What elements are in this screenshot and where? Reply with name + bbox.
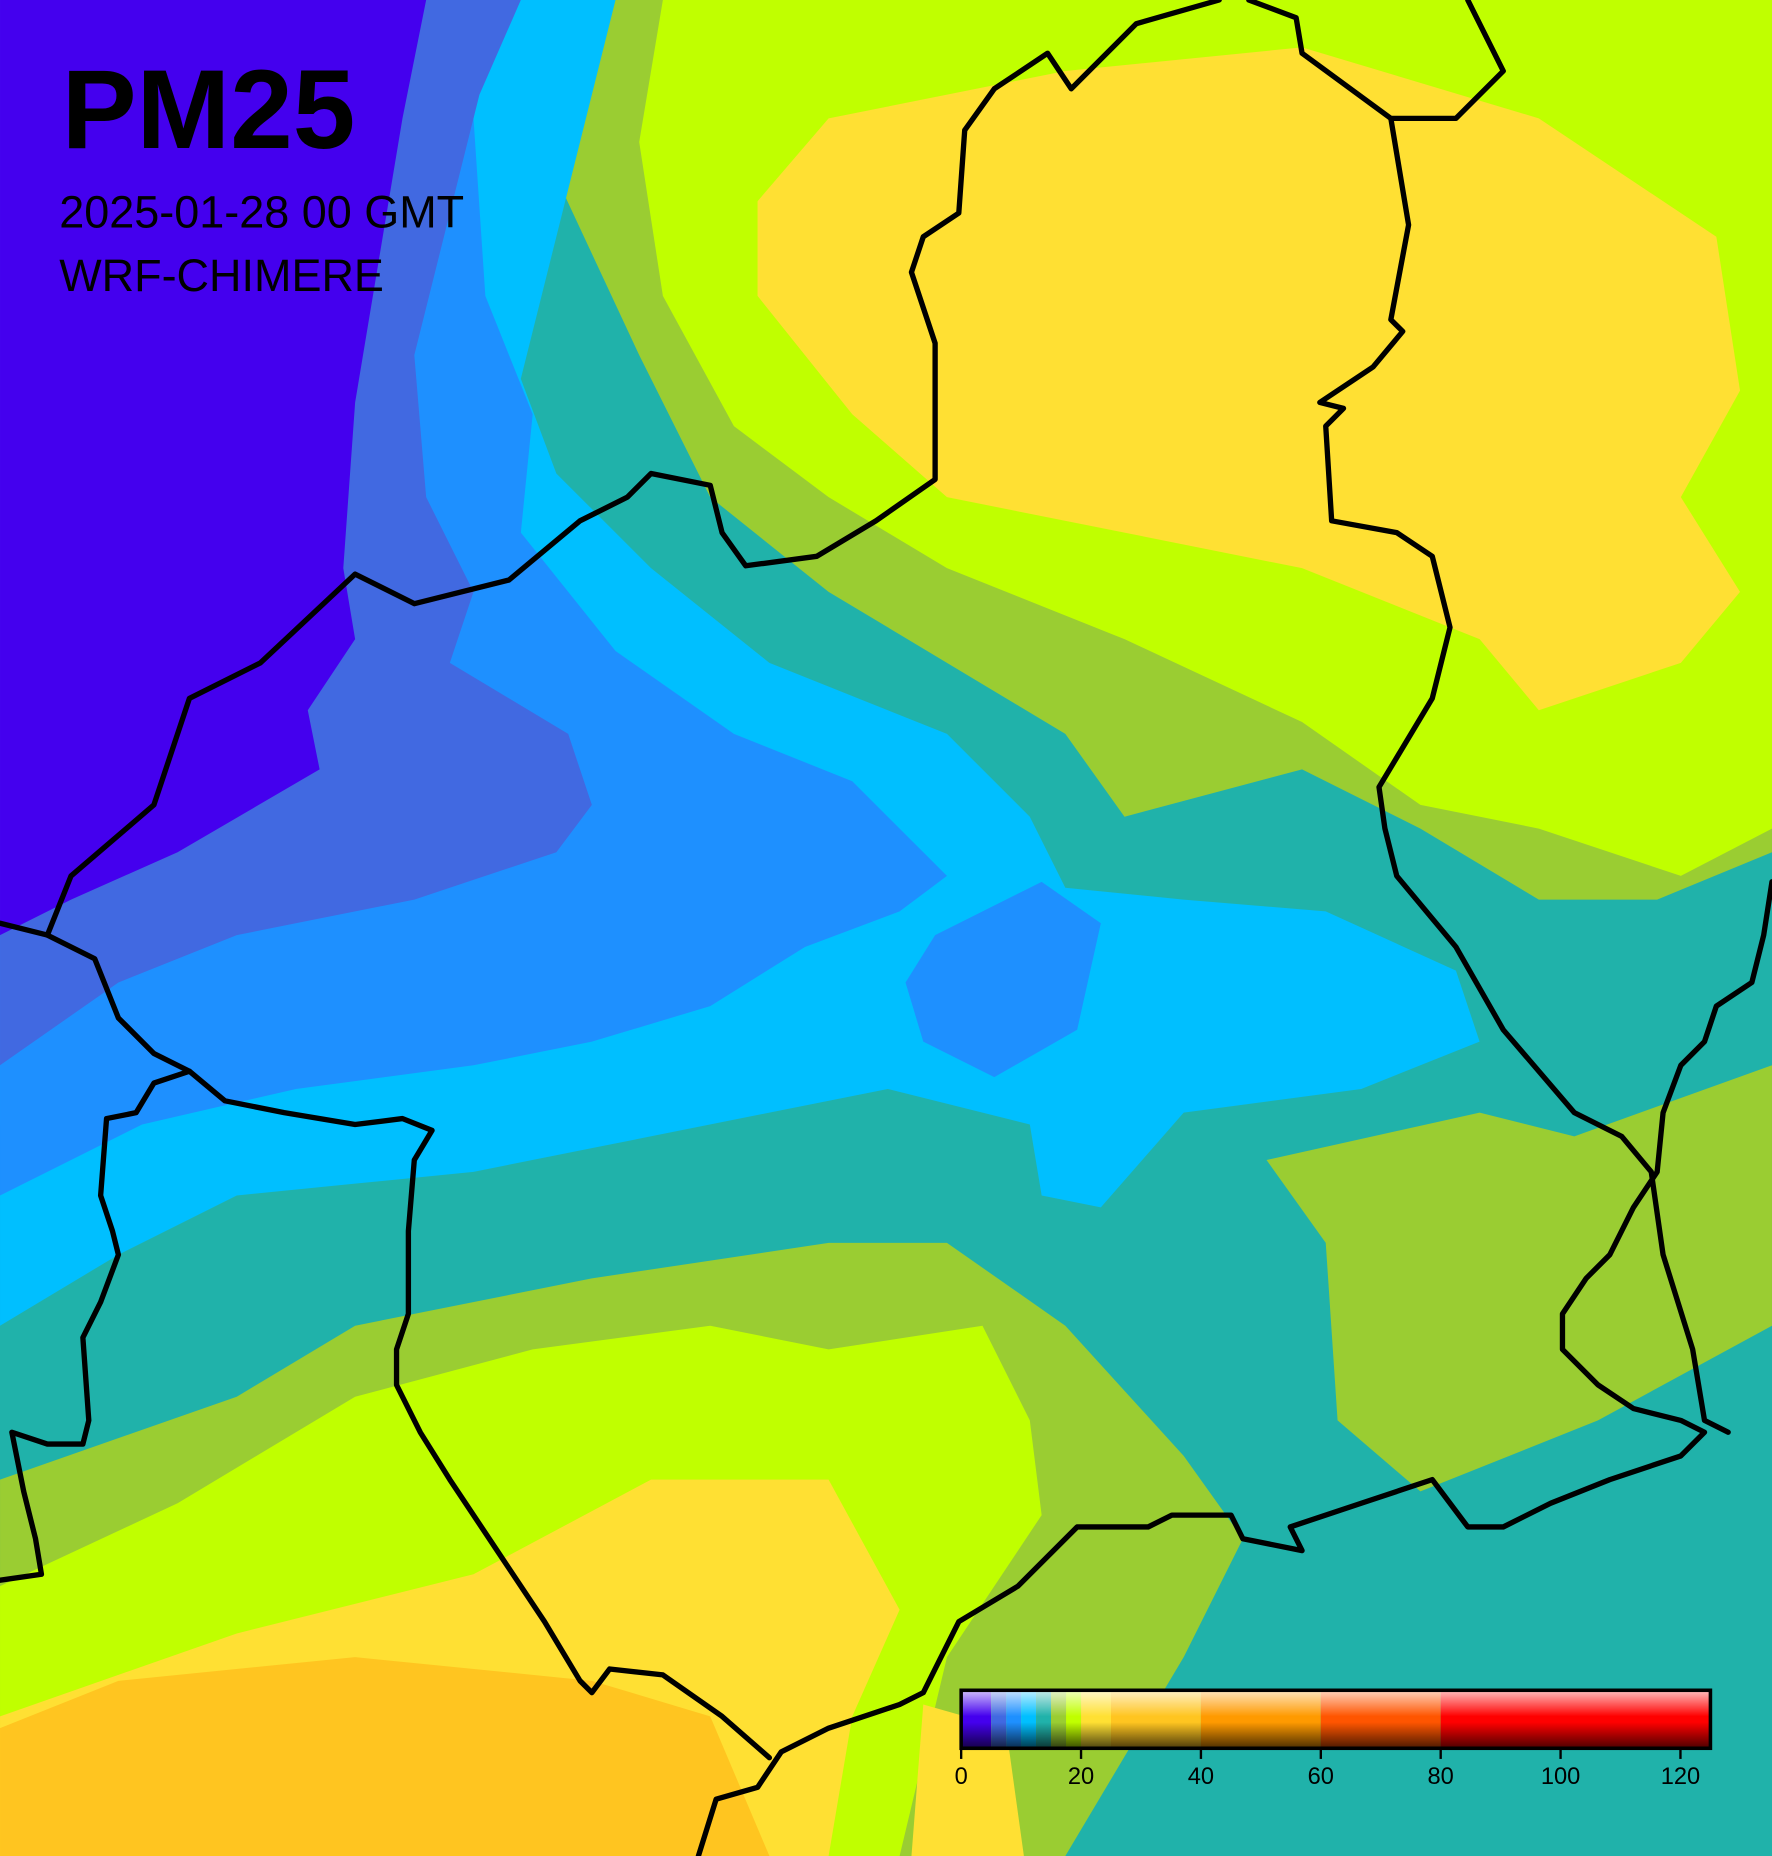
colorbar-tick-label: 40 — [1188, 1764, 1214, 1790]
border — [0, 0, 1222, 938]
title: PM25 — [62, 46, 356, 172]
field-dodgerblue — [905, 881, 1101, 1078]
colorbar-tick-label: 0 — [955, 1764, 968, 1790]
colorbar: 0 20 40 60 80 100 120 — [955, 1688, 1713, 1790]
model-label: WRF-CHIMERE — [59, 250, 384, 301]
colorbar-tick-label: 60 — [1308, 1764, 1334, 1790]
colorbar-tick-label: 120 — [1661, 1764, 1700, 1790]
field-indigo — [0, 0, 427, 936]
field-yellow — [757, 47, 1741, 711]
subtitle: 2025-01-28 00 GMT — [59, 186, 464, 237]
colorbar-tick-label: 100 — [1541, 1764, 1580, 1790]
border — [695, 879, 1772, 1856]
colorbar-tick-label: 20 — [1068, 1764, 1094, 1790]
border — [0, 1068, 193, 1583]
field-yellowgreen — [1266, 1065, 1772, 1492]
colorbar-tick-label: 80 — [1428, 1764, 1454, 1790]
field-orange — [0, 1657, 770, 1856]
colorbar-shade — [961, 1690, 1711, 1749]
border — [1317, 115, 1731, 1435]
colorbar-frame — [959, 1688, 1713, 1751]
